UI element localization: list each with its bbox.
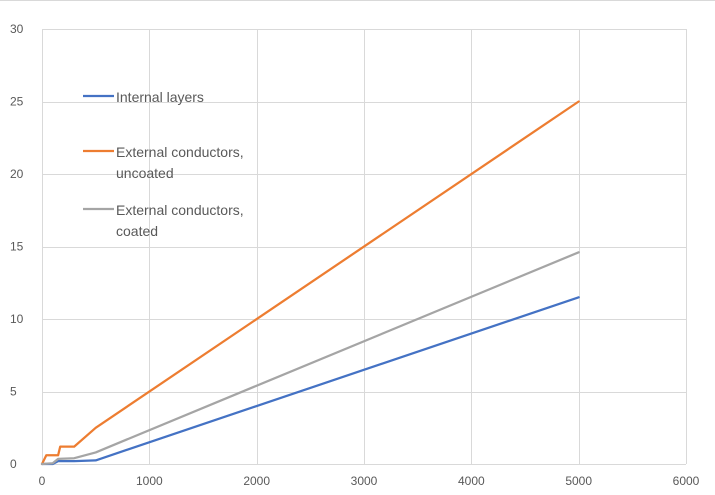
y-tick-label: 30: [10, 22, 24, 36]
y-tick-label: 25: [10, 95, 24, 109]
y-tick-label: 5: [10, 385, 17, 399]
series-lines: [40, 100, 580, 466]
legend-entry: Internal layers: [83, 89, 204, 105]
legend-entry: External conductors, coated: [83, 202, 244, 239]
y-tick-label: 10: [10, 312, 24, 326]
axes: 0 5 10 15 20 25 30 0 1000 2000 3000 4000 5000 6000: [10, 22, 700, 488]
legend: Internal layers External conductors, uncoa…: [83, 89, 244, 239]
x-tick-label: 3000: [351, 474, 378, 488]
y-tick-label: 20: [10, 167, 24, 181]
y-tick-label: 0: [10, 457, 17, 471]
series-line: [40, 251, 580, 466]
x-tick-label: 6000: [673, 474, 700, 488]
x-tick-label: 4000: [458, 474, 485, 488]
y-tick-label: 15: [10, 240, 24, 254]
legend-label: External conductors,: [116, 144, 244, 160]
legend-label: External conductors,: [116, 202, 244, 218]
x-tick-label: 1000: [136, 474, 163, 488]
legend-entry: External conductors, uncoated: [83, 144, 244, 181]
x-tick-label: 2000: [243, 474, 270, 488]
legend-label: coated: [116, 223, 158, 239]
series-line: [40, 296, 580, 466]
legend-label: Internal layers: [116, 89, 204, 105]
series-line: [40, 100, 580, 466]
x-tick-label: 5000: [565, 474, 592, 488]
legend-label: uncoated: [116, 165, 174, 181]
x-tick-label: 0: [39, 474, 46, 488]
